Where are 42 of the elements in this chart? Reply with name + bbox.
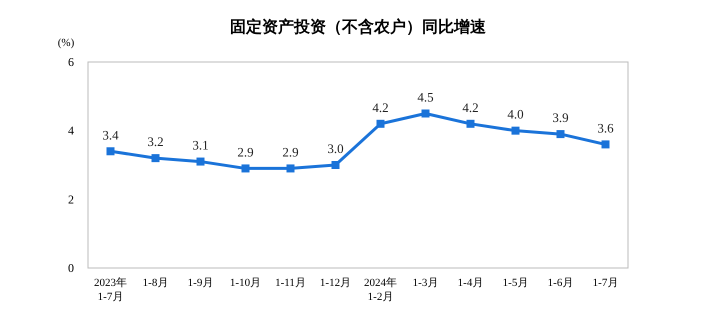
x-tick-label: 1-9月	[188, 277, 214, 289]
point	[332, 161, 340, 169]
data-label: 3.1	[192, 138, 209, 153]
point	[106, 147, 114, 156]
x-tick-label: 2023年 1-7月	[94, 277, 127, 303]
x-tick-label: 2024年 1-2月	[364, 277, 397, 303]
x-tick-label: 1-3月	[412, 277, 438, 289]
point	[466, 120, 474, 128]
data-label: 3.2	[147, 134, 164, 150]
point	[556, 130, 564, 138]
x-tick-label: 1-4月	[458, 277, 484, 289]
data-label: 3.6	[597, 120, 614, 136]
x-tick-label: 1-6月	[548, 277, 574, 289]
x-tick-label: 1-5月	[502, 277, 528, 289]
point	[196, 158, 204, 166]
data-label: 2.9	[237, 144, 254, 160]
y-tick-label: 6	[68, 55, 74, 69]
data-label: 4.0	[507, 106, 524, 122]
x-tick-label: 1-8月	[142, 277, 168, 289]
data-label: 4.2	[462, 100, 479, 115]
y-axis-title: (%)	[58, 37, 75, 49]
x-tick-label: 1-7月	[592, 277, 618, 289]
point	[376, 120, 384, 128]
y-tick-label: 4	[68, 124, 74, 138]
x-tick-label: 1-11月	[275, 277, 306, 289]
x-tick-label: 1-12月	[320, 277, 352, 289]
data-label: 3.9	[552, 110, 569, 126]
point	[422, 110, 430, 118]
data-label: 3.4	[102, 127, 120, 142]
point	[602, 140, 610, 148]
x-tick-label: 1-10月	[230, 277, 262, 289]
y-tick-label: 2	[68, 192, 74, 206]
point	[512, 126, 520, 135]
data-label: 4.2	[372, 100, 389, 115]
data-label: 3.0	[327, 141, 344, 156]
y-tick-label: 0	[68, 261, 74, 275]
data-label: 2.9	[282, 144, 299, 160]
point	[152, 154, 160, 162]
point	[242, 164, 250, 172]
data-label: 4.5	[417, 90, 434, 104]
chart-title: 固定资产投资（不含农户）同比增速	[230, 17, 487, 36]
point	[286, 164, 294, 172]
